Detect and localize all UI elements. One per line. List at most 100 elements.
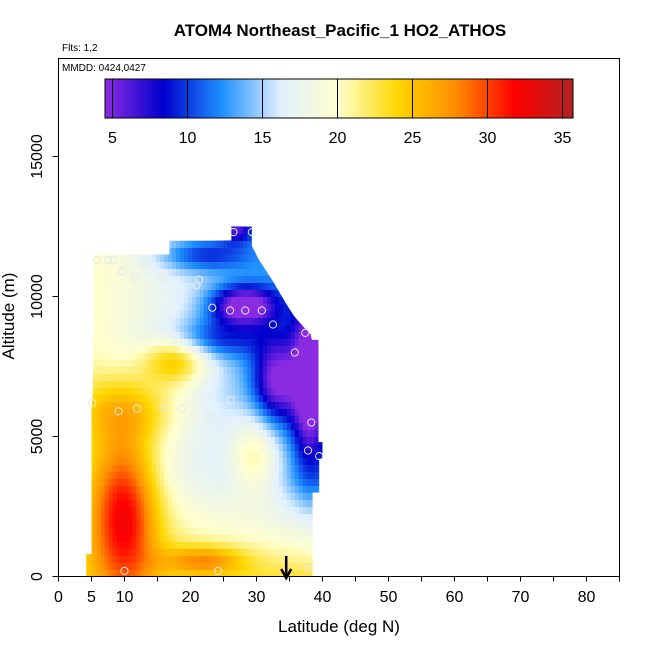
heatmap-cell: [227, 485, 232, 493]
heatmap-cell: [160, 527, 165, 535]
heatmap-cell: [251, 541, 256, 549]
heatmap-cell: [148, 387, 153, 395]
heatmap-cell: [100, 429, 106, 437]
heatmap-cell: [116, 520, 122, 528]
heatmap-cell: [223, 303, 228, 311]
heatmap-cell: [298, 492, 304, 500]
heatmap-cell: [128, 352, 133, 360]
heatmap-cell: [227, 324, 232, 332]
heatmap-cell: [294, 387, 300, 395]
heatmap-cell: [124, 387, 129, 395]
heatmap-cell: [124, 499, 129, 507]
heatmap-cell: [247, 499, 252, 507]
heatmap-cell: [223, 359, 228, 367]
heatmap-cell: [323, 549, 327, 557]
heatmap-cell: [152, 513, 157, 521]
heatmap-cell: [323, 325, 327, 333]
heatmap-cell: [199, 296, 205, 304]
heatmap-cell: [278, 331, 284, 339]
heatmap-cell: [207, 338, 213, 346]
heatmap-cell: [136, 310, 141, 318]
heatmap-cell: [207, 471, 213, 479]
heatmap-cell: [278, 261, 284, 269]
heatmap-cell: [302, 450, 308, 458]
heatmap-cell: [152, 296, 157, 304]
heatmap-cell: [92, 226, 98, 227]
heatmap-cell: [140, 555, 145, 563]
heatmap-cell: [92, 436, 98, 444]
heatmap-cell: [191, 429, 197, 437]
heatmap-cell: [247, 387, 252, 395]
heatmap-cell: [219, 541, 224, 549]
heatmap-cell: [108, 233, 114, 241]
heatmap-cell: [168, 240, 173, 248]
heatmap-cell: [271, 408, 276, 416]
heatmap-cell: [263, 282, 268, 290]
heatmap-cell: [278, 569, 284, 577]
heatmap-cell: [227, 569, 232, 577]
heatmap-cell: [86, 338, 90, 346]
heatmap-cell: [104, 457, 110, 465]
heatmap-cell: [203, 282, 209, 290]
heatmap-cell: [140, 317, 145, 325]
heatmap-cell: [124, 247, 129, 255]
heatmap-cell: [175, 562, 181, 570]
heatmap-cell: [136, 499, 141, 507]
heatmap-cell: [86, 289, 90, 297]
heatmap-cell: [160, 303, 165, 311]
heatmap-cell: [195, 527, 201, 535]
heatmap-cell: [239, 352, 244, 360]
heatmap-cell: [223, 352, 228, 360]
heatmap-cell: [302, 387, 308, 395]
heatmap-cell: [124, 562, 129, 570]
heatmap-cell: [310, 436, 316, 444]
heatmap-cell: [310, 394, 316, 402]
heatmap-cell: [160, 352, 165, 360]
heatmap-cell: [175, 303, 181, 311]
heatmap-cell: [168, 380, 173, 388]
heatmap-cell: [255, 380, 260, 388]
heatmap-cell: [318, 226, 323, 227]
heatmap-cell: [88, 555, 94, 563]
heatmap-cell: [207, 289, 213, 297]
heatmap-cell: [239, 436, 244, 444]
heatmap-cell: [112, 520, 118, 528]
heatmap-cell: [298, 226, 304, 234]
observation-point: [88, 398, 97, 407]
heatmap-cell: [144, 254, 149, 262]
heatmap-cell: [239, 282, 244, 290]
heatmap-cell: [100, 247, 106, 255]
heatmap-cell: [294, 492, 300, 500]
heatmap-cell: [187, 282, 193, 290]
heatmap-cell: [164, 562, 169, 570]
heatmap-cell: [120, 338, 125, 346]
heatmap-cell: [298, 401, 304, 409]
heatmap-cell: [108, 478, 114, 486]
heatmap-cell: [219, 352, 224, 360]
heatmap-cell: [187, 240, 193, 248]
heatmap-cell: [255, 387, 260, 395]
heatmap-cell: [302, 569, 308, 577]
observation-point: [208, 303, 217, 312]
heatmap-cell: [267, 464, 272, 472]
heatmap-cell: [310, 527, 316, 535]
heatmap-cell: [263, 380, 268, 388]
heatmap-cell: [88, 541, 94, 549]
heatmap-cell: [152, 499, 157, 507]
heatmap-cell: [323, 248, 327, 256]
heatmap-cell: [164, 534, 169, 542]
heatmap-cell: [318, 317, 323, 325]
heatmap-cell: [278, 359, 284, 367]
heatmap-cell: [112, 541, 118, 549]
heatmap-cell: [239, 520, 244, 528]
heatmap-cell: [92, 457, 98, 465]
heatmap-cell: [86, 464, 90, 472]
heatmap-cell: [227, 443, 232, 451]
heatmap-cell: [128, 380, 133, 388]
heatmap-cell: [282, 520, 288, 528]
heatmap-cell: [298, 513, 304, 521]
heatmap-cell: [132, 569, 137, 577]
heatmap-cell: [183, 513, 189, 521]
heatmap-cell: [100, 408, 106, 416]
heatmap-cell: [239, 247, 244, 255]
